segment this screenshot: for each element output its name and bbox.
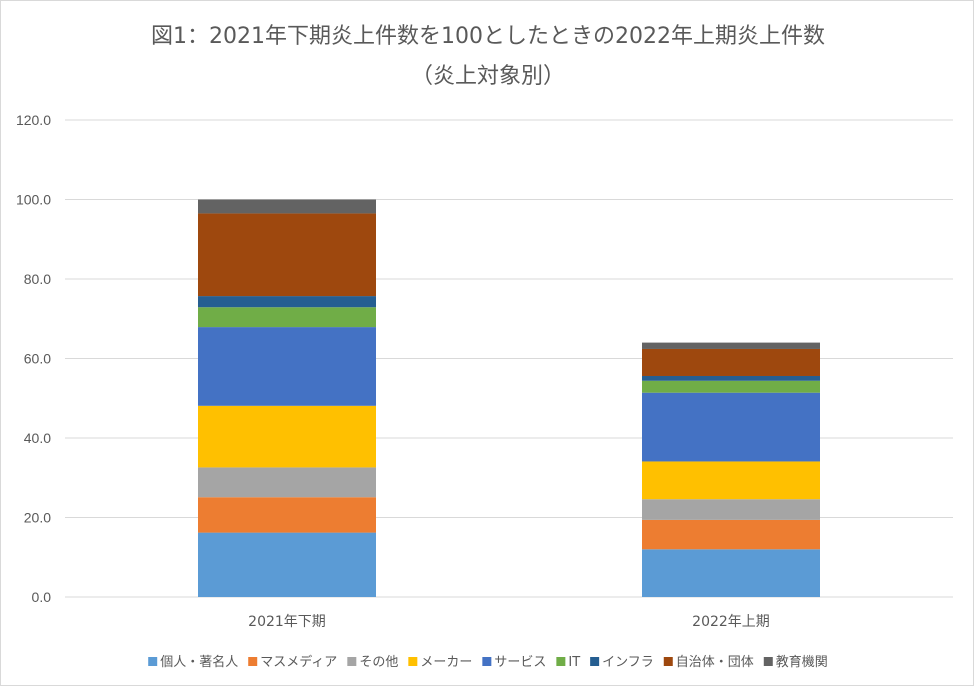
legend-label: メーカー	[420, 655, 472, 670]
legend-label: 教育機関	[776, 654, 828, 670]
chart-subtitle: （炎上対象別）	[411, 64, 565, 89]
legend-swatch	[482, 657, 492, 666]
legend-swatch	[763, 657, 773, 666]
legend-label: 個人・著名人	[160, 654, 238, 670]
y-tick-label: 120.0	[16, 112, 51, 128]
legend-item: 自治体・団体	[663, 655, 754, 670]
legend-label: マスメディア	[260, 654, 337, 670]
legend-label: その他	[359, 655, 398, 670]
axis-labels: 0.0 20.0 40.0 60.0 80.0 100.0 120.0 2021年下期 2022…	[16, 112, 770, 630]
legend-label: サービス	[494, 655, 546, 670]
y-tick-label: 80.0	[24, 271, 51, 287]
legend-swatch	[347, 657, 357, 666]
bar-segment	[198, 532, 376, 597]
legend-label: IT	[568, 655, 580, 670]
bar-segment	[642, 342, 820, 349]
bar-segment	[642, 549, 820, 597]
y-tick-label: 20.0	[24, 510, 51, 526]
bar-segment	[642, 499, 820, 520]
legend-item: インフラ	[590, 655, 654, 670]
bar-segment	[642, 348, 820, 376]
y-tick-label: 100.0	[16, 192, 51, 208]
x-category-label: 2021年下期	[248, 614, 326, 630]
y-tick-label: 0.0	[32, 589, 52, 605]
chart-title: 図1：2021年下期炎上件数を100としたときの2022年上期炎上件数	[151, 24, 825, 49]
bar-segment	[198, 213, 376, 297]
bar-segment	[198, 497, 376, 533]
bar-segment	[198, 467, 376, 498]
legend-swatch	[590, 657, 600, 666]
legend-swatch	[556, 657, 566, 666]
bar-segment	[642, 380, 820, 393]
legend-item: メーカー	[408, 655, 472, 670]
bar-segment	[642, 392, 820, 462]
legend-item: サービス	[482, 655, 546, 670]
legend: 個人・著名人 マスメディア その他 メーカー サービス IT インフラ 自治体・団体 教育機関	[148, 654, 828, 670]
bars	[198, 199, 820, 597]
y-tick-label: 60.0	[24, 351, 51, 367]
legend-item: IT	[556, 655, 580, 670]
bar-segment	[198, 296, 376, 308]
legend-item: 個人・著名人	[148, 654, 238, 670]
bar-segment	[198, 327, 376, 406]
bar-segment	[642, 461, 820, 500]
x-category-label: 2022年上期	[692, 614, 770, 630]
legend-item: マスメディア	[248, 654, 337, 670]
bar-segment	[198, 199, 376, 214]
y-tick-label: 40.0	[24, 430, 51, 446]
legend-swatch	[663, 657, 673, 666]
legend-item: 教育機関	[763, 654, 828, 670]
legend-label: インフラ	[602, 655, 654, 670]
bar-segment	[198, 307, 376, 328]
bar-segment	[198, 405, 376, 468]
legend-swatch	[408, 657, 418, 666]
legend-swatch	[248, 657, 258, 666]
bar-segment	[642, 375, 820, 381]
legend-item: その他	[347, 655, 398, 670]
bar-segment	[642, 519, 820, 550]
legend-swatch	[148, 657, 158, 666]
legend-label: 自治体・団体	[676, 655, 754, 670]
